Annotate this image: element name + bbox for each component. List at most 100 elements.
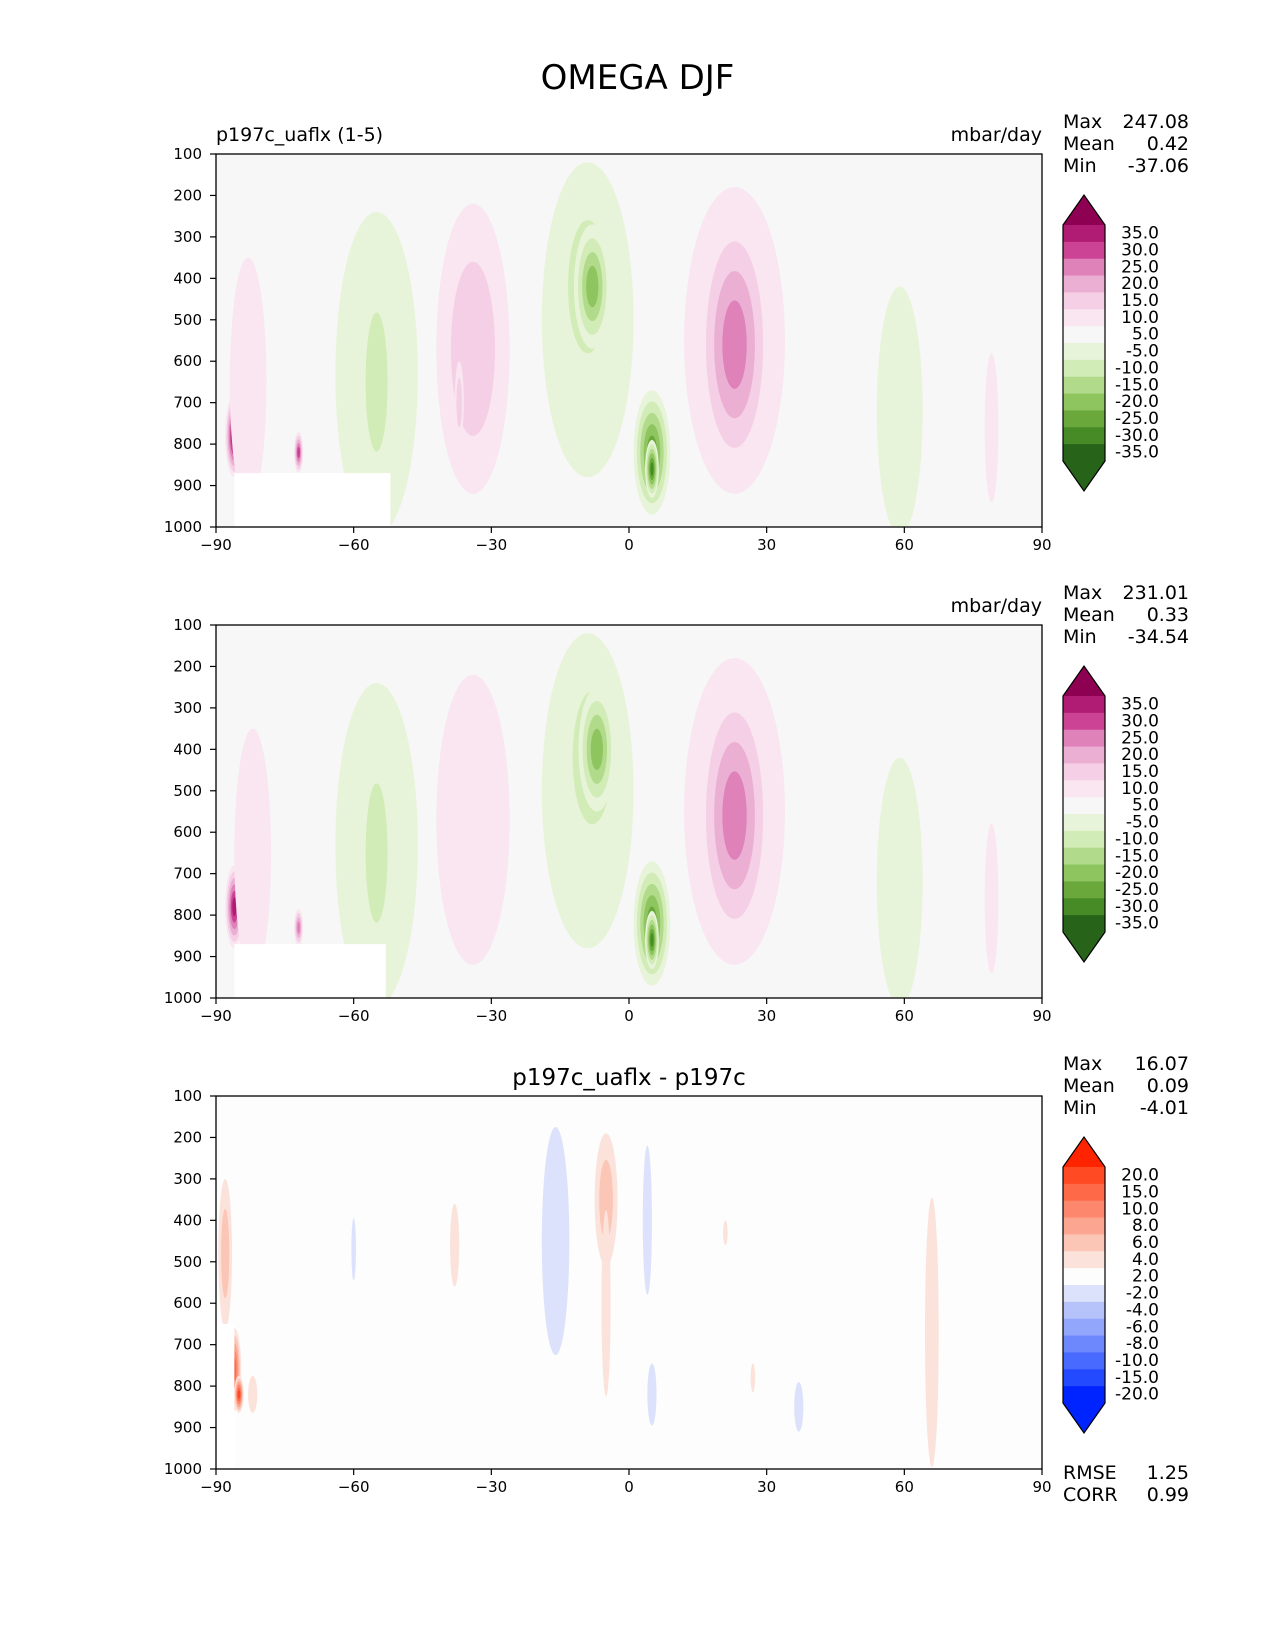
colorbar-label: -4.0: [1126, 1300, 1159, 1320]
y-tick-label: 400: [173, 1211, 202, 1229]
colorbar-label: 15.0: [1121, 1182, 1159, 1202]
colorbar-band: [1063, 343, 1105, 361]
y-tick-label: 300: [173, 699, 202, 717]
y-tick-label: 600: [173, 352, 202, 370]
colorbar-band: [1063, 326, 1105, 344]
missing-data-mask: [234, 473, 391, 527]
colorbar-band: [1063, 814, 1105, 832]
x-tick-label: 30: [757, 1478, 776, 1496]
colorbar-label: 8.0: [1132, 1216, 1159, 1236]
colorbar-label: -5.0: [1126, 342, 1159, 362]
colorbar-band: [1063, 427, 1105, 445]
x-tick-label: 30: [757, 1007, 776, 1025]
stat-label: Min: [1063, 155, 1097, 177]
colorbar-label: -8.0: [1126, 1334, 1159, 1354]
colorbar-label: 20.0: [1121, 1166, 1159, 1186]
plot-area: [216, 1096, 1042, 1469]
colorbar-extend-top: [1063, 666, 1105, 696]
x-tick-label: −60: [338, 1007, 370, 1025]
contour-feature: [221, 1208, 230, 1299]
y-tick-label: 600: [173, 823, 202, 841]
y-tick-label: 400: [173, 269, 202, 287]
x-tick-label: 0: [624, 1478, 634, 1496]
contour-feature: [297, 921, 301, 934]
colorbar-label: -15.0: [1115, 375, 1159, 395]
colorbar-extend-bottom: [1063, 461, 1105, 491]
panel-3: −90 −60 −30 0 30 60 90 100 200 300 400 500 600 700 800…: [164, 1053, 1189, 1506]
corr-label: CORR: [1063, 1484, 1118, 1506]
contour-feature: [876, 757, 923, 998]
colorbar-label: 15.0: [1121, 762, 1159, 782]
colorbar-label: 10.0: [1121, 308, 1159, 328]
colorbar-band: [1063, 1268, 1105, 1286]
y-tick-label: 300: [173, 1170, 202, 1188]
stat-label: Max: [1063, 111, 1102, 133]
x-tick-label: 60: [895, 536, 914, 554]
colorbar-label: -10.0: [1115, 829, 1159, 849]
contour-feature: [723, 1220, 728, 1246]
y-tick-label: 300: [173, 228, 202, 246]
x-tick-label: −30: [476, 1007, 508, 1025]
x-tick-label: −60: [338, 1478, 370, 1496]
colorbar-band: [1063, 292, 1105, 310]
panel-center-title: p197c_uaflx - p197c: [512, 1065, 745, 1091]
colorbar-label: 20.0: [1121, 274, 1159, 294]
contour-feature: [642, 1145, 652, 1295]
colorbar-band: [1063, 864, 1105, 882]
colorbar: 35.030.025.020.015.010.05.0-5.0-10.0-15.…: [1062, 193, 1159, 493]
colorbar-label: -15.0: [1115, 1368, 1159, 1388]
colorbar-extend-top: [1063, 1137, 1105, 1167]
x-tick-label: 60: [895, 1478, 914, 1496]
colorbar-label: -10.0: [1115, 358, 1159, 378]
colorbar-band: [1063, 1352, 1105, 1370]
colorbar-band: [1063, 1234, 1105, 1252]
figure-title: OMEGA DJF: [540, 58, 735, 98]
contour-feature: [229, 257, 267, 507]
contour-feature: [436, 674, 510, 965]
colorbar-label: 5.0: [1132, 796, 1159, 816]
colorbar-band: [1063, 359, 1105, 378]
colorbar-outline: [1062, 1135, 1106, 1435]
colorbar-band: [1063, 1167, 1105, 1185]
colorbar-band: [1063, 1217, 1105, 1235]
panel-left-title: p197c_uaflx (1-5): [216, 124, 383, 146]
contour-field: [216, 1127, 939, 1469]
colorbar-band: [1063, 1285, 1105, 1303]
x-tick-label: 90: [1032, 1007, 1051, 1025]
colorbar-label: -6.0: [1126, 1317, 1159, 1337]
stat-value: -37.06: [1128, 155, 1189, 177]
colorbar-label: 30.0: [1121, 711, 1159, 731]
colorbar-label: -20.0: [1115, 1385, 1159, 1405]
colorbar-extend-bottom: [1063, 932, 1105, 962]
colorbar-band: [1063, 1369, 1105, 1387]
y-tick-label: 700: [173, 865, 202, 883]
colorbar-band: [1063, 225, 1105, 243]
colorbar-band: [1063, 1301, 1105, 1320]
colorbar-outline: [1062, 664, 1106, 964]
colorbar-label: -25.0: [1115, 409, 1159, 429]
missing-data-mask: [216, 1323, 235, 1469]
colorbar-band: [1063, 712, 1105, 731]
x-tick-label: −60: [338, 536, 370, 554]
y-tick-label: 100: [173, 616, 202, 634]
y-tick-label: 900: [173, 477, 202, 495]
rmse-value: 1.25: [1147, 1462, 1189, 1484]
stat-value: -34.54: [1128, 626, 1189, 648]
colorbar-label: 10.0: [1121, 1199, 1159, 1219]
colorbar-label: 25.0: [1121, 728, 1159, 748]
y-tick-label: 200: [173, 186, 202, 204]
colorbar-band: [1063, 847, 1105, 866]
y-tick-label: 500: [173, 782, 202, 800]
contour-feature: [650, 462, 654, 476]
colorbar-band: [1063, 1318, 1105, 1337]
contour-feature: [794, 1381, 804, 1432]
y-tick-label: 900: [173, 948, 202, 966]
panel-units: mbar/day: [951, 124, 1042, 146]
contour-feature: [590, 728, 603, 771]
contour-feature: [248, 1375, 258, 1414]
y-tick-label: 900: [173, 1419, 202, 1437]
colorbar-label: -5.0: [1126, 813, 1159, 833]
colorbar-label: -20.0: [1115, 392, 1159, 412]
colorbar-label: 15.0: [1121, 291, 1159, 311]
